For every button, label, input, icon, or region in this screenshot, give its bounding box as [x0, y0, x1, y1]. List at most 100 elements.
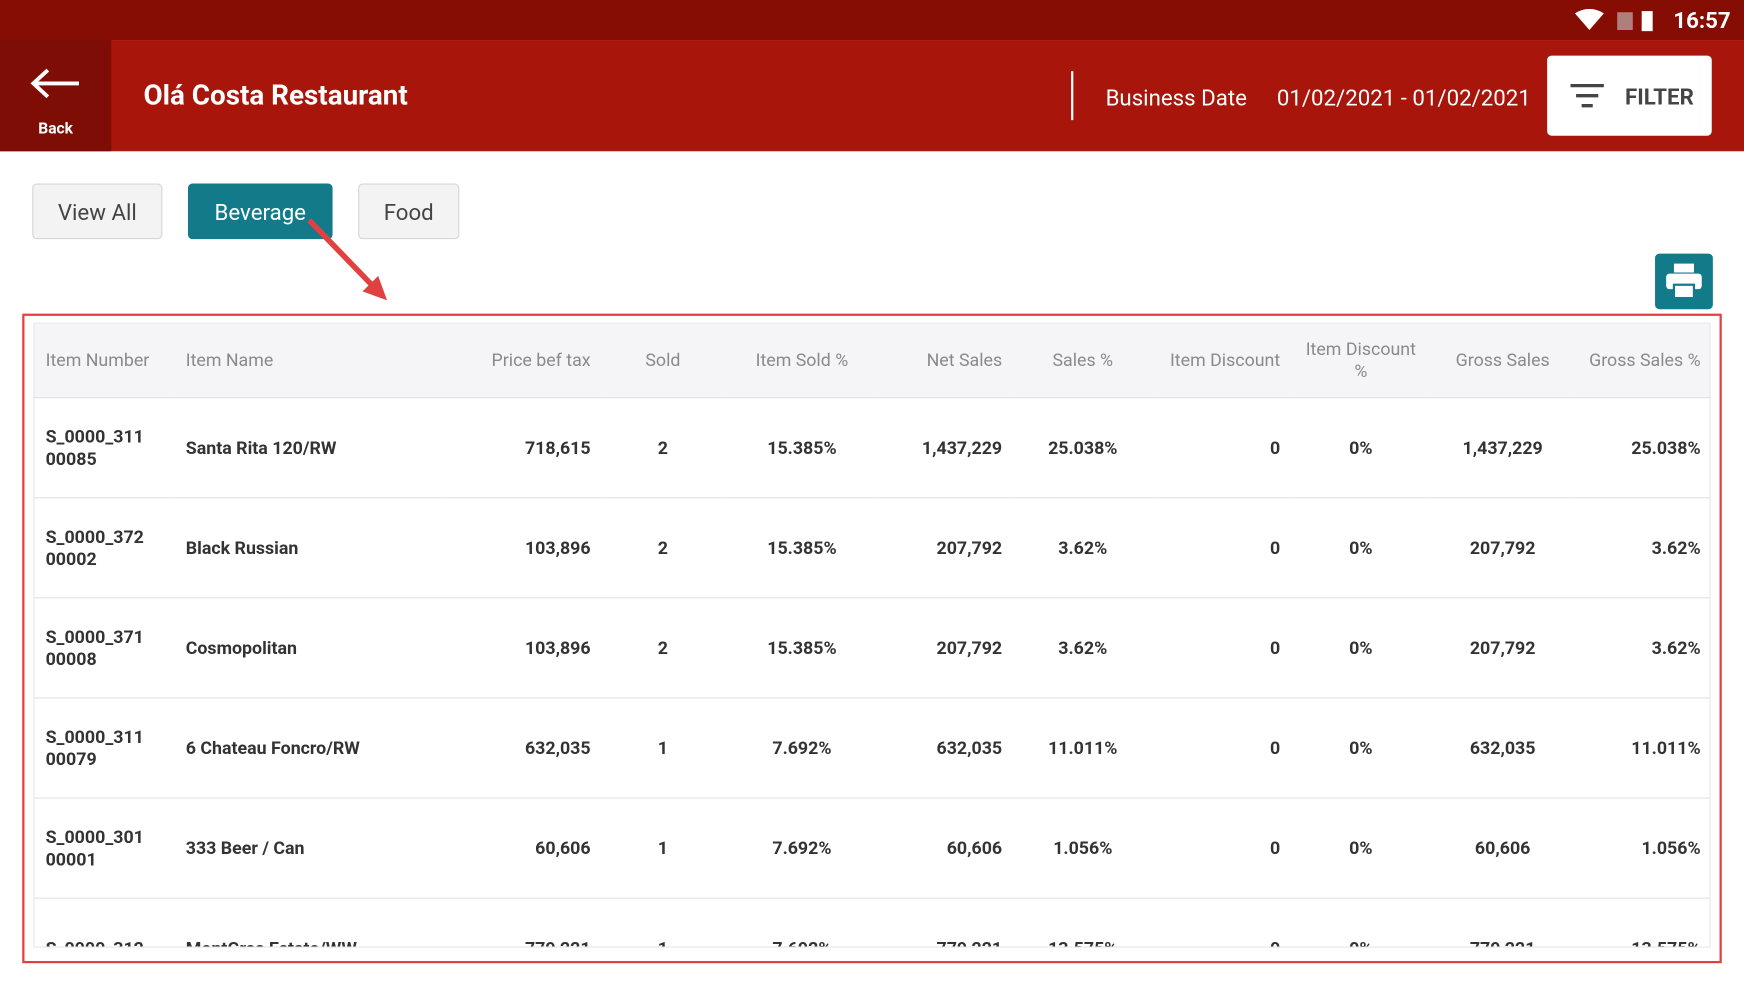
table-cell: S_0000_311 00085 [34, 397, 175, 499]
table-cell: 13.575% [1013, 898, 1153, 947]
table-cell: 3.62% [1013, 497, 1153, 599]
table-cell: 11.011% [1013, 697, 1153, 799]
restaurant-title: Olá Costa Restaurant [143, 80, 408, 113]
table-cell: 333 Beer / Can [174, 798, 447, 899]
table-cell: 2 [601, 597, 725, 699]
table-cell: 3.62% [1574, 597, 1710, 699]
clock: 16:57 [1673, 6, 1731, 34]
tab-active[interactable]: Beverage [187, 183, 333, 240]
table-cell: 779,221 [446, 898, 602, 947]
table-row: S_0000_372 00002 Black Russian 103,896 2 15.… [34, 497, 1710, 599]
table-cell: 15.385% [724, 497, 880, 599]
table-cell: 7.692% [724, 898, 880, 947]
table-cell: 103,896 [446, 597, 602, 699]
print-icon [1666, 263, 1702, 300]
table-cell: 3.62% [1013, 597, 1153, 699]
table-cell: 1.056% [1574, 798, 1710, 899]
app-header: Back Olá Costa Restaurant Business Date … [0, 40, 1744, 152]
table-cell: 0 [1152, 397, 1292, 499]
table-cell: 60,606 [1430, 798, 1575, 899]
table-cell: 1 [601, 898, 725, 947]
table-row: S_0000_311 00079 6 Chateau Foncro/RW 632,0… [34, 697, 1710, 799]
header-row: Item Number Item Name Price bef tax Sold Ite… [34, 323, 1710, 399]
table-cell: 7.692% [724, 798, 880, 899]
table-cell: 0% [1291, 597, 1431, 699]
table-cell: 11.011% [1574, 697, 1710, 799]
status-bar: 16:57 [0, 0, 1744, 41]
table-cell: 0 [1152, 697, 1292, 799]
separator [1071, 71, 1074, 121]
column-header[interactable]: Sales % [1013, 323, 1153, 399]
table: Item Number Item Name Price bef tax Sold Ite… [34, 323, 1710, 947]
table-cell: 1 [601, 798, 725, 899]
annotation-box [22, 313, 1722, 964]
column-header[interactable]: Sold [601, 323, 725, 399]
print-button[interactable] [1655, 253, 1713, 310]
tab[interactable]: View All [32, 183, 163, 240]
date-range: 01/02/2021 - 01/02/2021 [1276, 84, 1531, 112]
table-cell: Cosmopolitan [174, 597, 447, 699]
table-row: S_0000_311 00085 Santa Rita 120/RW 718,615… [34, 397, 1710, 499]
filter-button[interactable]: FILTER [1547, 55, 1712, 136]
table-cell: 13.575% [1574, 898, 1710, 947]
table-cell: 0 [1152, 597, 1292, 699]
table-cell: 60,606 [446, 798, 602, 899]
table-cell: 0 [1152, 497, 1292, 599]
column-header[interactable]: Item Discount [1152, 323, 1292, 399]
table-cell: 0 [1152, 798, 1292, 899]
table-cell: S_0000_371 00008 [34, 597, 175, 699]
back-button[interactable]: Back [0, 40, 112, 152]
column-header[interactable]: Item Sold % [724, 323, 880, 399]
table-row: S_0000_312MontGras Estate/WW779,22117.69… [34, 898, 1710, 947]
column-header[interactable]: Item Number [34, 323, 175, 399]
column-header[interactable]: Price bef tax [446, 323, 602, 399]
table-row: S_0000_301 00001 333 Beer / Can 60,606 1 7.6… [34, 798, 1710, 899]
table-cell: 207,792 [1430, 497, 1575, 599]
filter-icon [1570, 83, 1604, 108]
table-cell: 25.038% [1574, 397, 1710, 499]
table-cell: Black Russian [174, 497, 447, 599]
column-header[interactable]: Item Name [174, 323, 447, 399]
column-header[interactable]: Net Sales [879, 323, 1014, 399]
table-cell: 0% [1291, 497, 1431, 599]
table-cell: S_0000_372 00002 [34, 497, 175, 599]
table-cell: 15.385% [724, 597, 880, 699]
table-cell: 2 [601, 497, 725, 599]
table-cell: 207,792 [879, 497, 1014, 599]
column-header[interactable]: Gross Sales % [1574, 323, 1710, 399]
filter-label: FILTER [1624, 83, 1694, 111]
tab[interactable]: Food [358, 183, 460, 240]
table-cell: 779,221 [879, 898, 1014, 947]
table-cell: 60,606 [879, 798, 1014, 899]
table-cell: 15.385% [724, 397, 880, 499]
table-cell: 25.038% [1013, 397, 1153, 499]
column-header[interactable]: Gross Sales [1430, 323, 1575, 399]
column-header[interactable]: Item Discount % [1291, 323, 1431, 399]
table-cell: 632,035 [879, 697, 1014, 799]
table-cell: 1,437,229 [1430, 397, 1575, 499]
table-cell: 632,035 [1430, 697, 1575, 799]
table-cell: 0 [1152, 898, 1292, 947]
table-cell: 0% [1291, 697, 1431, 799]
table-row: S_0000_371 00008 Cosmopolitan 103,896 2 15.3… [34, 597, 1710, 699]
table-cell: 1,437,229 [879, 397, 1014, 499]
table-cell: MontGras Estate/WW [174, 898, 447, 947]
table-cell: 1 [601, 697, 725, 799]
table-cell: 779,221 [1430, 898, 1575, 947]
table-cell: 1.056% [1013, 798, 1153, 899]
table-cell: Santa Rita 120/RW [174, 397, 447, 499]
table-cell: S_0000_301 00001 [34, 798, 175, 899]
table-cell: 6 Chateau Foncro/RW [174, 697, 447, 799]
table-cell: S_0000_311 00079 [34, 697, 175, 799]
table-cell: 718,615 [446, 397, 602, 499]
table-cell: 0% [1291, 798, 1431, 899]
date-label: Business Date [1105, 84, 1247, 112]
table-cell: 7.692% [724, 697, 880, 799]
status-icons [1574, 8, 1653, 32]
back-label: Back [38, 120, 73, 138]
table-cell: 0% [1291, 898, 1431, 947]
table-cell: 632,035 [446, 697, 602, 799]
table-cell: 0% [1291, 397, 1431, 499]
